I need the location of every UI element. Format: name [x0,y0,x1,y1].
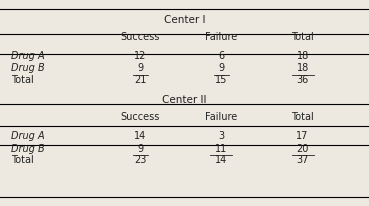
Text: Total: Total [291,32,314,42]
Text: 18: 18 [296,51,309,61]
Text: Total: Total [11,75,34,85]
Text: 9: 9 [137,144,143,154]
Text: 6: 6 [218,51,224,61]
Text: 17: 17 [296,131,309,141]
Text: 3: 3 [218,131,224,141]
Text: 9: 9 [137,63,143,73]
Text: 37: 37 [296,155,309,165]
Text: 18: 18 [296,63,309,73]
Text: Failure: Failure [205,32,238,42]
Text: 36: 36 [296,75,309,85]
Text: Center I: Center I [164,15,205,25]
Text: Success: Success [121,32,160,42]
Text: Drug A: Drug A [11,51,45,61]
Text: Total: Total [11,155,34,165]
Text: Success: Success [121,112,160,122]
Text: 14: 14 [134,131,146,141]
Text: 20: 20 [296,144,309,154]
Text: 9: 9 [218,63,224,73]
Text: Drug B: Drug B [11,63,45,73]
Text: Total: Total [291,112,314,122]
Text: Drug A: Drug A [11,131,45,141]
Text: 15: 15 [215,75,228,85]
Text: Drug B: Drug B [11,144,45,154]
Text: 23: 23 [134,155,146,165]
Text: 11: 11 [215,144,228,154]
Text: 12: 12 [134,51,146,61]
Text: Failure: Failure [205,112,238,122]
Text: 21: 21 [134,75,146,85]
Text: Center II: Center II [162,95,207,105]
Text: 14: 14 [215,155,228,165]
